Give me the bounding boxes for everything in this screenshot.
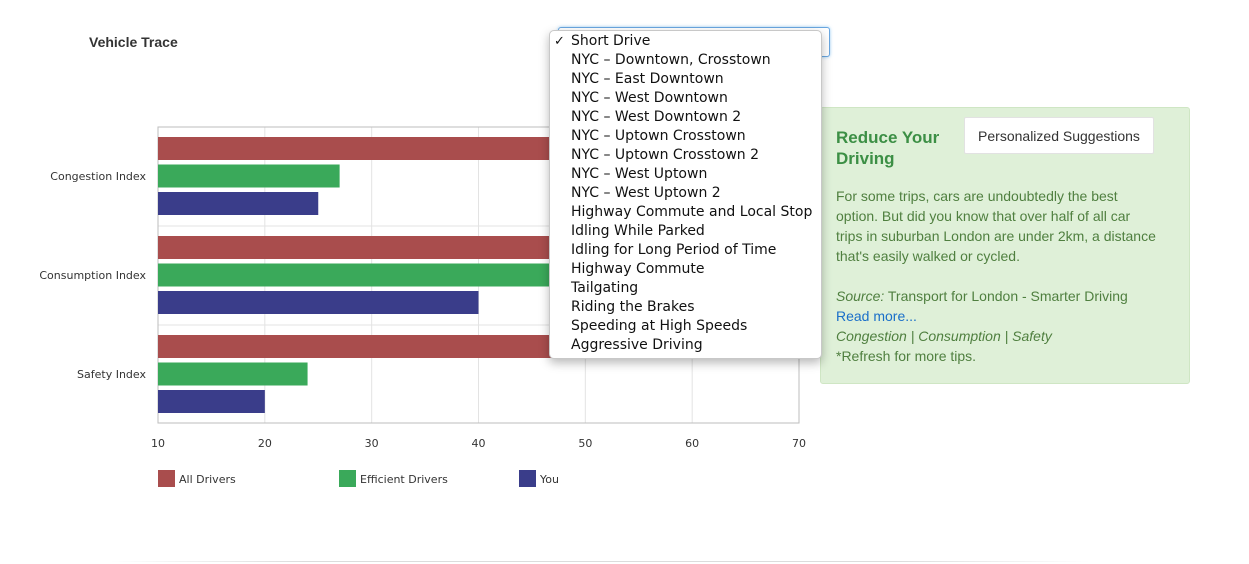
- trip-option-label: NYC – West Uptown 2: [571, 185, 721, 201]
- personalized-suggestions-button[interactable]: Personalized Suggestions: [964, 117, 1154, 154]
- legend-swatch: [339, 470, 356, 487]
- trip-option[interactable]: NYC – West Downtown 2: [550, 108, 821, 127]
- panel-title: Reduce Your Driving: [836, 128, 940, 168]
- category-label: Congestion Index: [50, 170, 146, 183]
- suggestion-categories: Congestion | Consumption | Safety: [836, 328, 1052, 344]
- bar-you: [158, 390, 265, 413]
- x-tick-label: 40: [472, 437, 486, 450]
- trip-option[interactable]: ✓ Short Drive: [550, 32, 821, 51]
- x-tick-label: 60: [685, 437, 699, 450]
- footer-divider: [110, 561, 1090, 562]
- read-more-link[interactable]: Read more...: [836, 308, 917, 324]
- category-label: Consumption Index: [39, 269, 146, 282]
- trip-option[interactable]: NYC – Uptown Crosstown 2: [550, 146, 821, 165]
- bar-you: [158, 291, 479, 314]
- x-tick-label: 20: [258, 437, 272, 450]
- trip-option[interactable]: NYC – West Uptown: [550, 165, 821, 184]
- trip-option-label: Highway Commute: [571, 261, 705, 277]
- legend-label: All Drivers: [179, 473, 236, 486]
- bar-efficient-drivers: [158, 263, 639, 287]
- x-tick-label: 70: [792, 437, 806, 450]
- trip-option[interactable]: Riding the Brakes: [550, 298, 821, 317]
- trip-option-label: NYC – West Downtown 2: [571, 109, 742, 125]
- trip-option[interactable]: NYC – East Downtown: [550, 70, 821, 89]
- trip-option-label: NYC – Downtown, Crosstown: [571, 52, 771, 68]
- refresh-note: *Refresh for more tips.: [836, 348, 977, 364]
- trip-option-label: Riding the Brakes: [571, 299, 695, 315]
- source-text: Transport for London - Smarter Driving: [887, 288, 1128, 304]
- bar-efficient-drivers: [158, 362, 308, 386]
- checkmark-icon: ✓: [554, 34, 565, 49]
- trip-option-label: Idling While Parked: [571, 223, 705, 239]
- trip-option[interactable]: Idling for Long Period of Time: [550, 241, 821, 260]
- bar-you: [158, 192, 319, 215]
- source-line: Source: Transport for London - Smarter D…: [836, 286, 1128, 306]
- trip-select-menu[interactable]: ✓ Short Drive NYC – Downtown, Crosstown NYC…: [549, 30, 822, 359]
- legend-swatch: [158, 470, 175, 487]
- suggestion-panel: Reduce Your Driving Personalized Suggest…: [820, 107, 1190, 384]
- trip-option[interactable]: NYC – West Uptown 2: [550, 184, 821, 203]
- x-tick-label: 30: [365, 437, 379, 450]
- x-tick-label: 50: [578, 437, 592, 450]
- trip-option[interactable]: NYC – West Downtown: [550, 89, 821, 108]
- legend-label: You: [539, 473, 559, 486]
- source-label: Source:: [836, 288, 885, 304]
- trip-option-label: Speeding at High Speeds: [571, 318, 748, 334]
- trip-option[interactable]: Highway Commute: [550, 260, 821, 279]
- trip-option-label: Short Drive: [571, 33, 651, 49]
- trip-option-label: Tailgating: [571, 280, 639, 296]
- suggestion-text: For some trips, cars are undoubtedly the…: [836, 188, 1156, 264]
- trip-option[interactable]: Aggressive Driving: [550, 336, 821, 355]
- legend-swatch: [519, 470, 536, 487]
- legend-label: Efficient Drivers: [360, 473, 448, 486]
- trip-option-label: NYC – Uptown Crosstown 2: [571, 147, 760, 163]
- trip-option-label: NYC – West Uptown: [571, 166, 708, 182]
- trip-option-label: Aggressive Driving: [571, 337, 703, 353]
- trip-option-label: Highway Commute and Local Stop: [571, 204, 813, 220]
- trip-option[interactable]: NYC – Downtown, Crosstown: [550, 51, 821, 70]
- category-label: Safety Index: [77, 368, 146, 381]
- trip-option[interactable]: Highway Commute and Local Stop: [550, 203, 821, 222]
- trip-option-label: Idling for Long Period of Time: [571, 242, 777, 258]
- trip-option[interactable]: NYC – Uptown Crosstown: [550, 127, 821, 146]
- trip-option-label: NYC – Uptown Crosstown: [571, 128, 746, 144]
- x-tick-label: 10: [151, 437, 165, 450]
- trip-option-label: NYC – West Downtown: [571, 90, 728, 106]
- trip-option[interactable]: Idling While Parked: [550, 222, 821, 241]
- trip-option-label: NYC – East Downtown: [571, 71, 724, 87]
- trip-option[interactable]: Tailgating: [550, 279, 821, 298]
- trip-option[interactable]: Speeding at High Speeds: [550, 317, 821, 336]
- bar-efficient-drivers: [158, 164, 340, 188]
- page-title: Vehicle Trace: [89, 34, 178, 50]
